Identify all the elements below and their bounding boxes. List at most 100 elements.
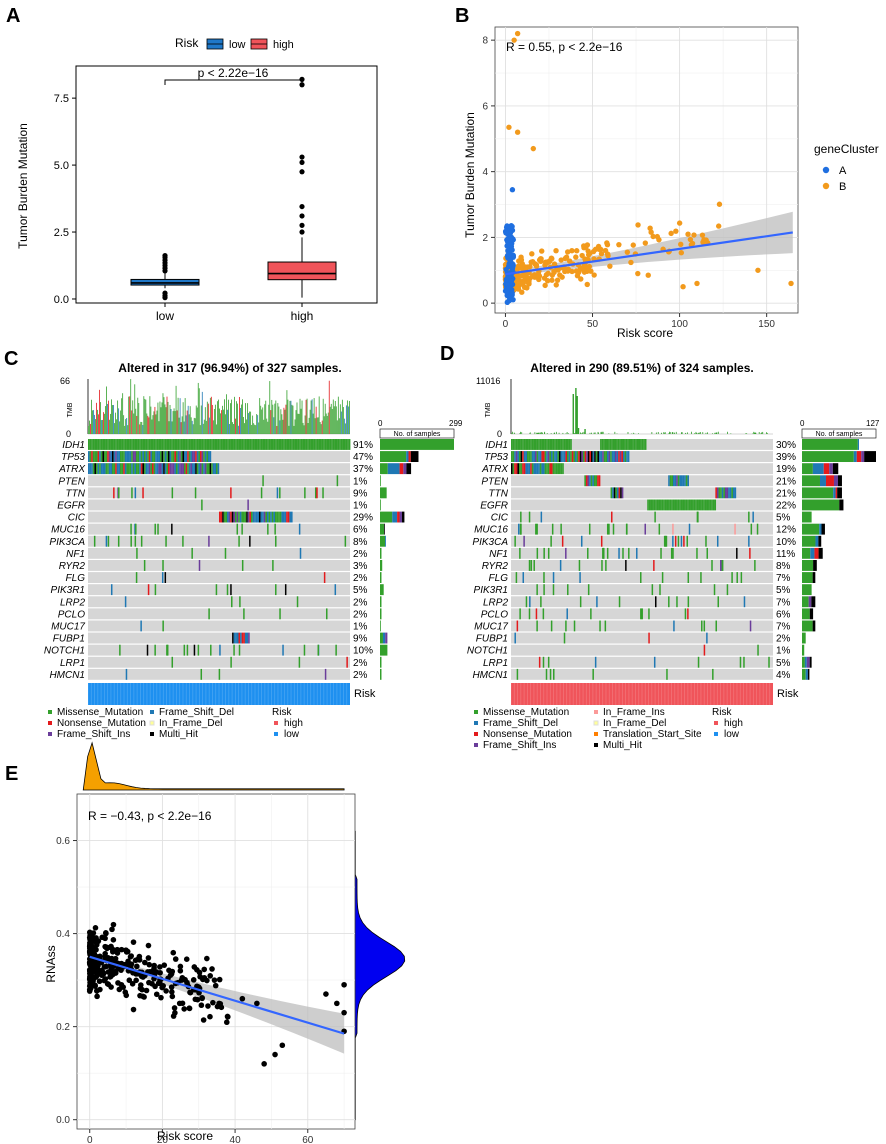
mutation-cell <box>164 463 167 475</box>
mutation-cell <box>595 451 598 462</box>
mutation-cell <box>163 451 165 462</box>
tmb-bar <box>189 406 191 434</box>
mutation-cell <box>224 547 227 559</box>
data-point-e <box>146 961 153 968</box>
tmb-bar <box>223 409 224 434</box>
tmb-bar <box>174 411 176 434</box>
gene-pct-atrx: 37% <box>353 464 373 475</box>
tmb-bar <box>577 428 580 434</box>
mutation-cell <box>298 523 301 535</box>
tmb-bar <box>232 422 233 434</box>
point-cluster-b <box>569 268 575 275</box>
mutation-cell <box>171 487 174 499</box>
data-point-e <box>90 965 97 972</box>
gene-pct-muc16: 6% <box>353 525 368 536</box>
tmb-bar <box>290 400 292 434</box>
mutation-cell <box>723 487 725 499</box>
tmb-bar <box>292 405 294 434</box>
tmb-min-d: 0 <box>497 429 502 439</box>
legend-label: Missense_Mutation <box>57 707 143 718</box>
gene-bar-tp53 <box>408 451 411 462</box>
tmb-bar <box>106 386 107 434</box>
data-point-e <box>170 1013 177 1019</box>
gene-bar-cic <box>399 511 402 523</box>
mutation-cell <box>270 511 272 523</box>
data-point-e <box>126 977 133 984</box>
mutation-cell <box>610 451 612 462</box>
mutation-cell <box>696 499 699 511</box>
tmb-bar <box>627 432 629 434</box>
tmb-bar <box>256 414 258 434</box>
mutation-cell <box>225 439 228 450</box>
tmb-bar <box>157 402 159 434</box>
tmb-bar <box>185 415 187 434</box>
tmb-bar <box>126 417 128 434</box>
mutation-cell <box>601 439 604 450</box>
mutation-cell <box>344 439 346 450</box>
mutation-cell <box>640 572 642 583</box>
mutation-cell <box>550 620 553 632</box>
mutation-cell <box>185 439 188 450</box>
tmb-bar <box>170 408 172 434</box>
point-cluster-b <box>701 236 707 243</box>
tmb-bar <box>699 432 701 434</box>
mutation-cell <box>565 439 567 450</box>
mutation-cell <box>161 451 164 462</box>
mutation-cell <box>565 547 567 559</box>
gene-pct-muc16: 12% <box>776 525 796 536</box>
gene-bar-nf1 <box>380 547 382 559</box>
tmb-bar <box>141 421 143 434</box>
mutation-cell <box>265 511 267 523</box>
tmb-bar <box>696 432 698 434</box>
mutation-cell <box>590 608 592 620</box>
mutation-cell <box>92 463 95 475</box>
mutation-cell <box>223 511 226 523</box>
tmb-bar <box>608 433 610 434</box>
mutation-cell <box>654 596 657 608</box>
tmb-bar <box>274 403 276 434</box>
mutation-cell <box>756 523 759 535</box>
tmb-bar <box>259 398 261 434</box>
mutation-cell <box>289 439 292 450</box>
tmb-bar <box>536 432 538 434</box>
mutation-cell <box>193 463 196 475</box>
mutation-cell <box>308 439 311 450</box>
tmb-bar <box>111 399 112 434</box>
data-point-e <box>161 962 168 968</box>
mutation-cell <box>240 439 242 450</box>
tmb-bar <box>325 413 327 434</box>
tmb-bar <box>760 433 762 434</box>
mutation-cell <box>238 439 240 450</box>
tmb-bar <box>321 420 323 434</box>
x-tick-label-e: 20 <box>157 1135 169 1144</box>
box-outlier-high <box>299 169 305 175</box>
gene-bar-fubp1 <box>385 632 388 644</box>
mutation-cell <box>619 439 621 450</box>
mutation-cell <box>335 644 337 656</box>
mutation-cell <box>232 439 234 450</box>
data-point-e <box>118 946 125 953</box>
mutation-cell <box>166 644 168 656</box>
mutation-cell <box>209 463 212 475</box>
mutation-cell <box>683 535 685 547</box>
mutation-cell <box>555 451 558 462</box>
tmb-bar <box>221 410 222 434</box>
tmb-bar <box>664 432 666 434</box>
mutation-cell <box>121 463 124 475</box>
tmb-bar <box>334 400 336 434</box>
tmb-bar <box>92 410 93 434</box>
mutation-cell <box>88 439 90 450</box>
tmb-bar <box>217 399 219 434</box>
mutation-cell <box>137 439 140 450</box>
mutation-cell <box>533 439 535 450</box>
mutation-cell <box>570 439 572 450</box>
tmb-bar <box>112 405 113 434</box>
point-cluster-b <box>605 253 611 259</box>
mutation-cell <box>316 487 318 499</box>
mutation-cell <box>254 439 256 450</box>
tmb-bar <box>580 432 581 434</box>
gene-bar-tp53 <box>406 451 409 462</box>
data-point-e <box>94 993 100 1000</box>
mutation-cell <box>142 439 144 450</box>
mutation-cell <box>201 451 204 462</box>
